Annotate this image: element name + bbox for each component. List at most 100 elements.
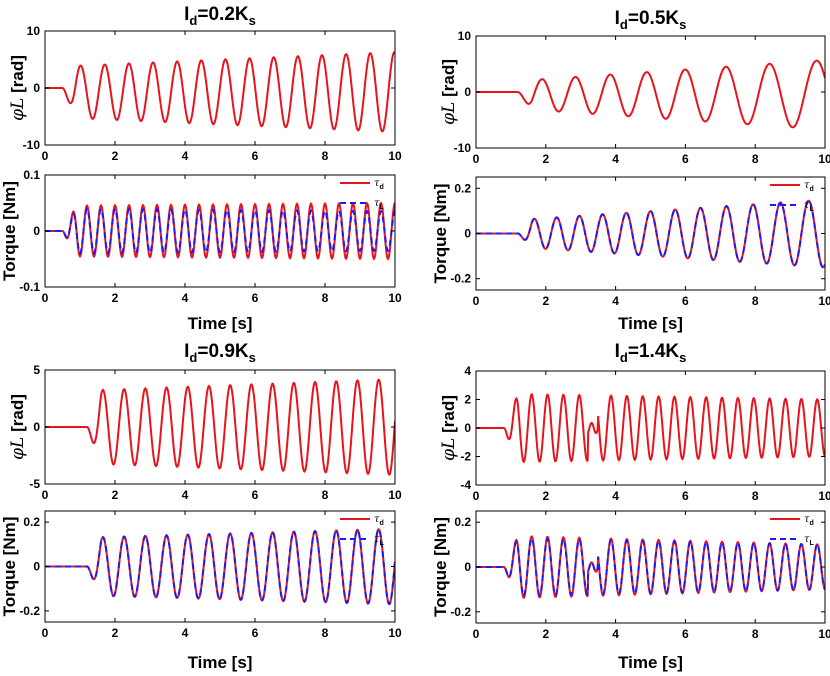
y-axis-label: Torque [Nm] [431, 184, 450, 284]
y-tick-label: 10 [458, 29, 472, 43]
x-tick-label: 2 [112, 626, 119, 640]
y-tick-label: -4 [460, 478, 471, 492]
x-tick-label: 8 [752, 152, 759, 166]
legend-label: τL [374, 534, 385, 547]
x-tick-label: 8 [322, 626, 329, 640]
x-tick-label: 8 [322, 488, 329, 502]
y-tick-label: 2 [464, 393, 471, 407]
y-tick-label: 0 [464, 227, 471, 241]
y-tick-label: -10 [454, 141, 472, 155]
legend: τd τL [770, 180, 815, 213]
x-tick-label: 8 [322, 149, 329, 163]
x-tick-label: 10 [818, 294, 830, 308]
x-tick-label: 0 [473, 152, 480, 166]
plot-title: Id=0.2Ks [184, 4, 256, 28]
y-axis-label: Torque [Nm] [0, 517, 19, 617]
y-tick-label: -0.1 [19, 280, 40, 294]
x-tick-label: 10 [388, 626, 402, 640]
x-tick-label: 6 [252, 291, 259, 305]
legend-label: τL [374, 198, 385, 211]
series-line-p6-0 [476, 393, 825, 464]
x-tick-label: 10 [818, 489, 830, 503]
x-tick-label: 0 [42, 626, 49, 640]
legend-label: τd [804, 180, 814, 193]
y-axis-label: φL [rad] [8, 394, 28, 460]
x-tick-label: 2 [112, 291, 119, 305]
y-tick-label: -0.2 [450, 605, 471, 619]
x-axis-label: Time [s] [188, 653, 253, 672]
x-tick-label: 10 [818, 152, 830, 166]
x-tick-label: 6 [682, 294, 689, 308]
x-tick-label: 2 [542, 489, 549, 503]
y-axis-label: Torque [Nm] [0, 181, 19, 281]
y-tick-label: 0 [33, 560, 40, 574]
series-line-p2-0 [476, 59, 825, 129]
y-tick-label: -0.2 [19, 604, 40, 618]
x-tick-label: 2 [112, 149, 119, 163]
x-tick-label: 10 [388, 149, 402, 163]
axes-box [475, 35, 826, 149]
series-line-p8-1 [476, 537, 825, 598]
legend: τd τL [340, 514, 385, 547]
series-line-p4-1 [476, 199, 825, 269]
y-tick-label: 0.1 [23, 168, 40, 182]
y-tick-label: 10 [27, 24, 41, 38]
y-tick-label: -2 [460, 450, 471, 464]
x-tick-label: 0 [473, 294, 480, 308]
plot-title: Id=0.5Ks [615, 8, 687, 32]
y-tick-label: -5 [29, 477, 40, 491]
panel-p6: 0 2 4 6 8 10 4 2 0 -2 -4 φL [rad] Id=1.4Ks [439, 341, 830, 503]
series-line-p7-1 [45, 528, 395, 606]
x-tick-label: 4 [182, 488, 189, 502]
x-tick-label: 0 [42, 149, 49, 163]
x-axis-label: Time [s] [618, 314, 683, 333]
legend-label: τd [804, 514, 814, 527]
y-axis-label: φL [rad] [439, 395, 459, 461]
x-tick-label: 4 [182, 149, 189, 163]
x-axis-label: Time [s] [618, 653, 683, 672]
x-axis-label: Time [s] [188, 314, 253, 333]
x-tick-label: 2 [112, 488, 119, 502]
x-tick-label: 8 [752, 294, 759, 308]
x-tick-label: 10 [388, 291, 402, 305]
x-tick-label: 6 [682, 627, 689, 641]
x-tick-label: 8 [752, 489, 759, 503]
legend-label: τd [374, 514, 384, 527]
legend-label: τd [374, 178, 384, 191]
x-tick-label: 6 [252, 488, 259, 502]
x-tick-label: 6 [682, 489, 689, 503]
y-tick-label: -10 [23, 138, 41, 152]
y-tick-label: 0.2 [454, 181, 471, 195]
x-tick-label: 6 [252, 149, 259, 163]
y-axis-label: φL [rad] [439, 59, 459, 125]
y-axis-label: Torque [Nm] [431, 517, 450, 617]
legend-label: τL [804, 534, 815, 547]
y-tick-label: 0 [33, 224, 40, 238]
y-tick-label: 0 [464, 560, 471, 574]
plot-title: Id=0.9Ks [184, 341, 256, 365]
series-line-p5-0 [45, 378, 395, 476]
x-tick-label: 6 [682, 152, 689, 166]
x-tick-label: 8 [752, 627, 759, 641]
x-tick-label: 10 [818, 627, 830, 641]
y-tick-label: 0 [33, 420, 40, 434]
y-tick-label: 0 [33, 81, 40, 95]
y-tick-label: 4 [464, 364, 471, 378]
legend: τd τL [770, 514, 815, 547]
legend-label: τL [804, 200, 815, 213]
x-tick-label: 10 [388, 488, 402, 502]
legend: τd τL [340, 178, 385, 211]
x-tick-label: 4 [182, 291, 189, 305]
x-tick-label: 4 [182, 626, 189, 640]
x-tick-label: 4 [612, 294, 619, 308]
y-tick-label: -0.2 [450, 272, 471, 286]
series-line-p1-0 [45, 50, 395, 133]
